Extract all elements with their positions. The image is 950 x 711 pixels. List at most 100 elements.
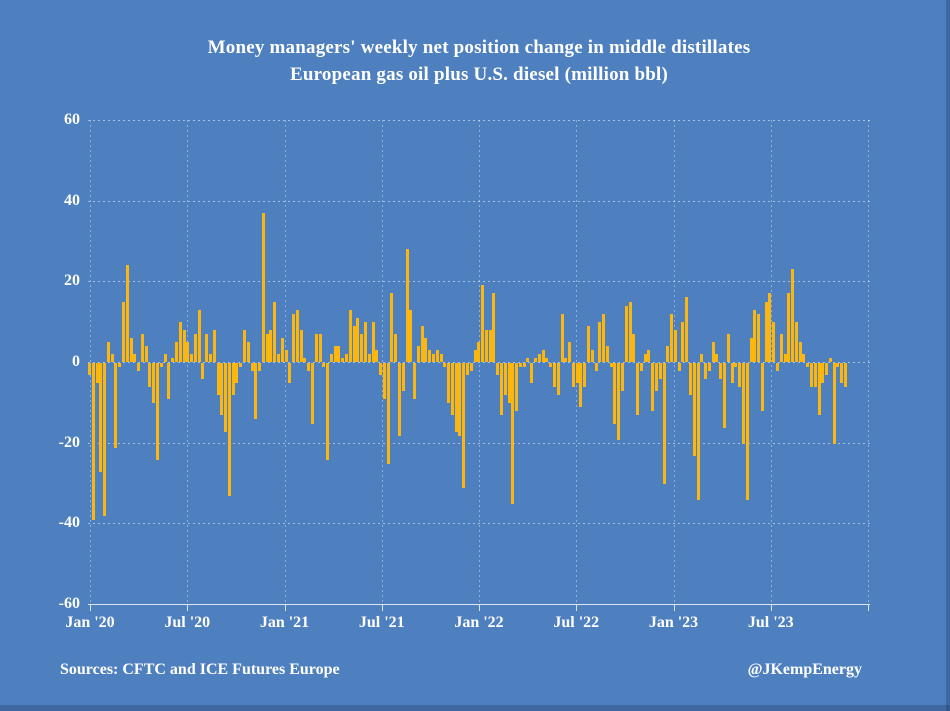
bar	[91, 363, 95, 521]
bar	[484, 329, 488, 362]
chart-title-line2: European gas oil plus U.S. diesel (milli…	[289, 64, 669, 85]
bar	[598, 321, 602, 362]
bar	[590, 349, 594, 362]
bar	[227, 363, 231, 497]
bar	[307, 363, 311, 372]
bar	[103, 363, 107, 517]
bar	[375, 349, 379, 362]
bar	[768, 293, 772, 362]
bar	[371, 321, 375, 362]
bar	[133, 353, 137, 362]
bar	[447, 363, 451, 404]
x-axis-tick	[381, 605, 383, 611]
bar	[466, 363, 469, 376]
x-axis-tick	[479, 605, 480, 611]
bar	[220, 363, 224, 416]
bar	[201, 363, 205, 380]
bar	[413, 363, 417, 400]
y-tick-label: -20	[58, 433, 80, 451]
bar	[730, 363, 734, 384]
bar	[246, 341, 250, 362]
bar	[556, 363, 560, 396]
bar	[605, 345, 609, 362]
bar	[757, 313, 761, 362]
bar	[174, 341, 178, 362]
bar	[454, 363, 458, 432]
bar	[439, 353, 443, 362]
bar	[749, 337, 753, 362]
bar	[552, 363, 556, 388]
bar	[416, 345, 420, 362]
bar	[772, 321, 776, 362]
x-axis-line	[88, 604, 870, 605]
y-tick-label: -40	[58, 514, 80, 532]
bar	[333, 345, 337, 362]
bar	[386, 363, 390, 464]
bar	[677, 363, 681, 372]
bar	[329, 353, 333, 362]
gridline-horizontal	[88, 442, 870, 444]
bar	[314, 333, 318, 362]
bar	[704, 363, 708, 380]
bar	[224, 363, 228, 432]
bar	[571, 363, 575, 388]
gridline-horizontal	[88, 523, 870, 525]
bar	[148, 363, 152, 388]
bar	[481, 285, 485, 362]
x-axis-tick	[576, 605, 578, 611]
x-tick-label: Jan '21	[259, 614, 310, 631]
sources-note: Sources: CFTC and ICE Futures Europe	[60, 661, 340, 678]
bar	[511, 363, 515, 505]
bar	[424, 337, 428, 362]
bar	[348, 309, 352, 362]
bar	[171, 357, 175, 362]
bar	[715, 353, 719, 362]
bar	[292, 313, 296, 362]
gridline-vertical	[381, 120, 383, 604]
bar	[401, 363, 405, 392]
bar	[670, 313, 674, 362]
bar	[738, 363, 742, 388]
bar	[537, 353, 541, 362]
bar	[583, 363, 587, 388]
bar	[655, 363, 658, 392]
bar	[741, 363, 745, 444]
bar	[662, 363, 666, 484]
bar	[594, 363, 598, 372]
bar	[390, 293, 394, 362]
bar	[840, 363, 844, 384]
bar	[651, 363, 655, 412]
bar	[140, 333, 144, 362]
bar	[152, 363, 156, 404]
plot-area	[88, 120, 870, 611]
bar	[632, 333, 636, 362]
bar	[178, 321, 182, 362]
bar	[775, 363, 779, 372]
x-axis-tick	[284, 605, 286, 611]
bar	[254, 363, 258, 420]
bar	[382, 363, 386, 400]
bar	[685, 297, 689, 362]
y-tick-label: 40	[64, 191, 80, 209]
footer: Sources: CFTC and ICE Futures Europe @JK…	[60, 659, 862, 681]
bar	[579, 363, 583, 408]
bar	[394, 333, 398, 362]
bar	[798, 341, 802, 362]
x-tick-label: Jul '21	[358, 614, 405, 631]
bar	[428, 349, 432, 362]
x-tick-label: Jul '22	[553, 614, 600, 631]
x-axis-tick	[868, 605, 869, 611]
bar	[345, 353, 349, 362]
bar	[269, 329, 273, 362]
x-tick-label: Jan '20	[65, 614, 115, 631]
bar	[545, 357, 549, 362]
bar	[760, 363, 764, 412]
bar	[231, 363, 235, 396]
bar	[534, 357, 538, 362]
bar	[239, 363, 243, 368]
bar	[356, 317, 360, 362]
x-axis-tick	[673, 605, 675, 611]
y-tick-label: 20	[64, 272, 80, 290]
bar	[311, 363, 315, 424]
